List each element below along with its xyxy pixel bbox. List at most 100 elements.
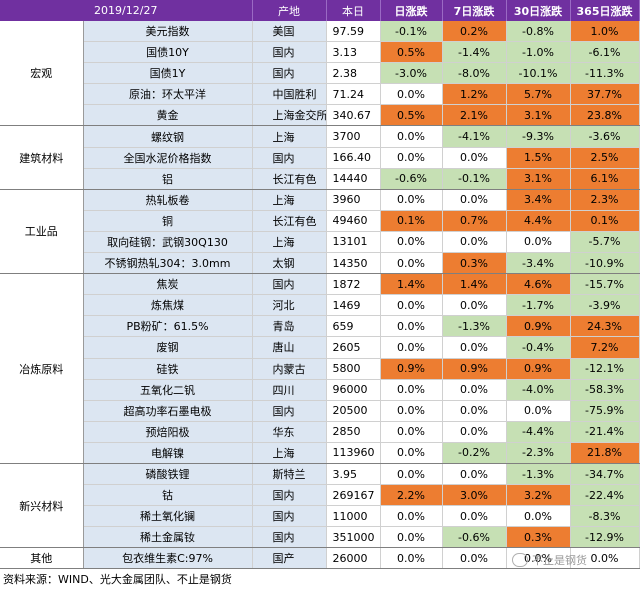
change-d30: 0.9% bbox=[506, 358, 571, 380]
commodity-name: 取向硅钢：武钢30Q130 bbox=[83, 231, 253, 254]
source-note: 资料来源：WIND、光大金属团队、不止是钢货 bbox=[3, 573, 232, 586]
price-cell: 3.95 bbox=[326, 463, 381, 486]
table-row: 废钢 唐山 2605 0.0% 0.0% -0.4% 7.2% bbox=[0, 336, 640, 359]
header-date: 2019/12/27 bbox=[0, 0, 253, 21]
change-d1: 2.2% bbox=[380, 484, 443, 507]
price-cell: 26000 bbox=[326, 547, 381, 570]
change-d30: 0.0% bbox=[506, 400, 571, 422]
change-d365: 0.0% bbox=[570, 547, 640, 570]
change-d1: 0.0% bbox=[380, 463, 443, 486]
origin-cell: 中国胜利 bbox=[252, 83, 327, 106]
change-d365: -3.9% bbox=[570, 294, 640, 317]
table-row: 全国水泥价格指数 国内 166.40 0.0% 0.0% 1.5% 2.5% bbox=[0, 147, 640, 169]
commodity-name: 稀土氧化镧 bbox=[83, 505, 253, 528]
wechat-icon bbox=[512, 553, 528, 567]
change-d365: -10.9% bbox=[570, 252, 640, 275]
table-row: 国债10Y 国内 3.13 0.5% -1.4% -1.0% -6.1% bbox=[0, 41, 640, 64]
change-d1: 0.0% bbox=[380, 442, 443, 464]
change-d1: 0.0% bbox=[380, 315, 443, 338]
change-d7: 0.0% bbox=[442, 336, 507, 359]
price-cell: 49460 bbox=[326, 210, 381, 232]
change-d1: 0.9% bbox=[380, 358, 443, 380]
price-cell: 97.59 bbox=[326, 21, 381, 43]
price-cell: 3960 bbox=[326, 189, 381, 211]
change-d365: 23.8% bbox=[570, 104, 640, 127]
change-d30: 3.2% bbox=[506, 484, 571, 507]
commodity-name: 原油：环太平洋 bbox=[83, 83, 253, 106]
change-d7: 0.0% bbox=[442, 231, 507, 254]
change-d365: -3.6% bbox=[570, 125, 640, 148]
table-row: 钴国内 269167 2.2% 3.0% 3.2% -22.4% bbox=[0, 484, 640, 507]
change-d1: 0.0% bbox=[380, 547, 443, 570]
change-d365: 21.8% bbox=[570, 442, 640, 464]
category-cell: 宏观 bbox=[0, 21, 84, 127]
origin-cell: 长江有色 bbox=[252, 210, 327, 232]
change-d1: 1.4% bbox=[380, 273, 443, 296]
price-cell: 166.40 bbox=[326, 147, 381, 169]
table-row: 原油：环太平洋 中国胜利 71.24 0.0% 1.2% 5.7% 37.7% bbox=[0, 83, 640, 106]
origin-cell: 斯特兰 bbox=[252, 463, 327, 486]
origin-cell: 上海 bbox=[252, 189, 327, 211]
commodity-name: 废钢 bbox=[83, 336, 253, 359]
change-d7: 0.7% bbox=[442, 210, 507, 232]
change-d365: 1.0% bbox=[570, 21, 640, 43]
table-row: 超高功率石墨电极 国内 20500 0.0% 0.0% 0.0% -75.9% bbox=[0, 400, 640, 422]
commodity-name: 铜 bbox=[83, 210, 253, 232]
origin-cell: 国内 bbox=[252, 41, 327, 64]
change-d1: 0.0% bbox=[380, 83, 443, 106]
price-cell: 5800 bbox=[326, 358, 381, 380]
price-cell: 340.67 bbox=[326, 104, 381, 127]
commodity-name: 不锈钢热轧304：3.0mm bbox=[83, 252, 253, 275]
change-d365: -12.9% bbox=[570, 526, 640, 549]
price-cell: 113960 bbox=[326, 442, 381, 464]
header-d7: 7日涨跌 bbox=[442, 0, 507, 21]
price-cell: 2605 bbox=[326, 336, 381, 359]
origin-cell: 美国 bbox=[252, 21, 327, 43]
table-row: 国债1Y 国内 2.38 -3.0% -8.0% -10.1% -11.3% bbox=[0, 62, 640, 85]
table-row: 铝长江有色 14440 -0.6% -0.1% 3.1% 6.1% bbox=[0, 168, 640, 190]
price-cell: 2.38 bbox=[326, 62, 381, 85]
change-d30: 1.5% bbox=[506, 147, 571, 169]
change-d365: 2.3% bbox=[570, 189, 640, 211]
change-d30: 3.1% bbox=[506, 104, 571, 127]
commodity-name: 磷酸铁锂 bbox=[83, 463, 253, 486]
change-d1: 0.0% bbox=[380, 400, 443, 422]
price-cell: 20500 bbox=[326, 400, 381, 422]
table-row: 硅铁 内蒙古 5800 0.9% 0.9% 0.9% -12.1% bbox=[0, 358, 640, 380]
commodity-name: 包衣维生素C:97% bbox=[83, 547, 253, 570]
price-cell: 1469 bbox=[326, 294, 381, 317]
change-d7: -0.1% bbox=[442, 168, 507, 190]
change-d365: 0.1% bbox=[570, 210, 640, 232]
commodity-name: 焦炭 bbox=[83, 273, 253, 296]
origin-cell: 国内 bbox=[252, 484, 327, 507]
table-row: 铜长江有色 49460 0.1% 0.7% 4.4% 0.1% bbox=[0, 210, 640, 232]
change-d7: 1.4% bbox=[442, 273, 507, 296]
origin-cell: 内蒙古 bbox=[252, 358, 327, 380]
commodity-name: 螺纹钢 bbox=[83, 125, 253, 148]
price-cell: 3700 bbox=[326, 125, 381, 148]
change-d7: -8.0% bbox=[442, 62, 507, 85]
commodity-name: 预焙阳极 bbox=[83, 421, 253, 443]
change-d1: 0.0% bbox=[380, 294, 443, 317]
change-d30: -1.3% bbox=[506, 463, 571, 486]
commodity-name: 五氧化二钒 bbox=[83, 379, 253, 401]
header-price: 本日 bbox=[326, 0, 381, 21]
price-cell: 659 bbox=[326, 315, 381, 338]
change-d365: 7.2% bbox=[570, 336, 640, 359]
origin-cell: 华东 bbox=[252, 421, 327, 443]
price-cell: 269167 bbox=[326, 484, 381, 507]
table-row: 不锈钢热轧304：3.0mm 太钢 14350 0.0% 0.3% -3.4% -10.9% bbox=[0, 252, 640, 275]
change-d365: 24.3% bbox=[570, 315, 640, 338]
category-cell: 冶炼原料 bbox=[0, 273, 84, 464]
price-cell: 1872 bbox=[326, 273, 381, 296]
change-d7: -0.2% bbox=[442, 442, 507, 464]
change-d365: -12.1% bbox=[570, 358, 640, 380]
price-cell: 2850 bbox=[326, 421, 381, 443]
change-d1: 0.0% bbox=[380, 421, 443, 443]
price-cell: 14350 bbox=[326, 252, 381, 275]
change-d7: 0.0% bbox=[442, 421, 507, 443]
change-d7: 0.2% bbox=[442, 21, 507, 43]
change-d30: -1.0% bbox=[506, 41, 571, 64]
change-d30: 0.9% bbox=[506, 315, 571, 338]
change-d30: -3.4% bbox=[506, 252, 571, 275]
